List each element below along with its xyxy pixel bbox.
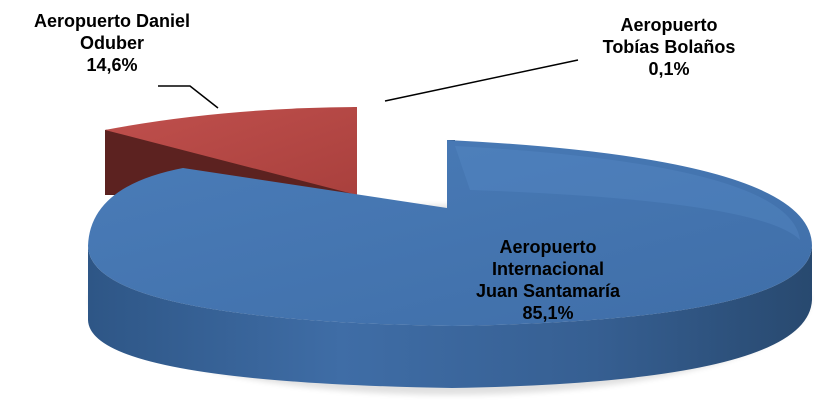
label-daniel-oduber: Aeropuerto Daniel Oduber 14,6% bbox=[8, 10, 216, 76]
leader-line-daniel-oduber bbox=[158, 85, 219, 109]
leader-line-tobias-bolanos bbox=[384, 59, 579, 102]
label-tobias-bolanos-line-1: Aeropuerto bbox=[620, 15, 718, 35]
slice-juan-santamaria-highlight bbox=[455, 146, 800, 240]
label-juan-santamaria-line-2: Internacional bbox=[491, 259, 605, 279]
label-juan-santamaria-line-1: Aeropuerto bbox=[499, 237, 597, 257]
label-tobias-bolanos: Aeropuerto Tobías Bolaños 0,1% bbox=[566, 14, 772, 80]
label-tobias-bolanos-value: 0,1% bbox=[648, 59, 690, 79]
label-tobias-bolanos-line-2: Tobías Bolaños bbox=[602, 37, 736, 57]
label-juan-santamaria-line-3: Juan Santamaría bbox=[475, 281, 621, 301]
slice-juan-santamaria bbox=[88, 140, 812, 326]
slice-daniel-oduber bbox=[105, 107, 357, 195]
label-daniel-oduber-value: 14,6% bbox=[86, 55, 138, 75]
slice-juan-santamaria-side bbox=[88, 246, 812, 388]
label-daniel-oduber-line-1: Aeropuerto Daniel bbox=[33, 11, 191, 31]
label-daniel-oduber-line-2: Oduber bbox=[79, 33, 144, 53]
label-juan-santamaria-value: 85,1% bbox=[522, 303, 574, 323]
label-juan-santamaria: Aeropuerto Internacional Juan Santamaría… bbox=[418, 236, 678, 324]
